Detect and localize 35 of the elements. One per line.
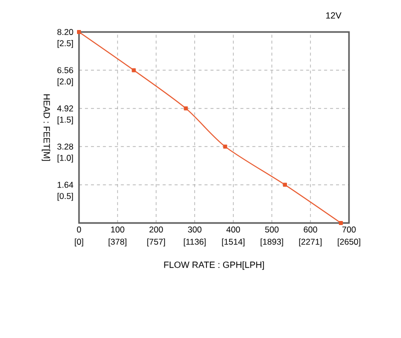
x-axis-title: FLOW RATE : GPH[LPH] xyxy=(164,261,264,270)
x-tick-label: 700 xyxy=(342,226,356,233)
y-tick-label: 3.28 xyxy=(57,144,74,150)
y2-tick-label: [2.0] xyxy=(58,78,73,86)
x-tick-label: 400 xyxy=(226,226,240,233)
x-tick-label: 300 xyxy=(188,226,202,233)
y2-tick-label: [1.5] xyxy=(58,116,73,124)
x2-tick-label: [0] xyxy=(74,238,84,246)
y2-tick-label: [1.0] xyxy=(58,154,73,163)
x2-tick-label: [757] xyxy=(147,238,165,246)
point xyxy=(282,182,287,187)
x2-tick-label: [1893] xyxy=(260,238,284,246)
x-tick-label: 500 xyxy=(265,226,279,233)
y-tick-label: 8.20 xyxy=(57,29,74,35)
y-tick-label: 4.92 xyxy=(57,105,74,112)
x2-tick-label: [378] xyxy=(108,238,126,246)
point xyxy=(132,68,136,72)
point xyxy=(77,30,81,34)
y2-tick-label: [2.5] xyxy=(58,40,73,48)
y2-tick-label: [0.5] xyxy=(58,192,73,201)
chart-title: 12V xyxy=(326,12,342,19)
x-tick-label: 0 xyxy=(76,226,82,233)
x2-tick-label: [1514] xyxy=(222,238,244,246)
x2-tick-label: [2271] xyxy=(299,238,322,246)
point xyxy=(184,106,188,110)
x-tick-label: 600 xyxy=(304,226,318,233)
y-axis-title: HEAD : FEET[M] xyxy=(42,94,50,161)
x-tick-label: 200 xyxy=(150,226,163,233)
x2-tick-label: [1136] xyxy=(184,238,206,246)
y-tick-label: 6.56 xyxy=(57,67,74,74)
x-tick-label: 100 xyxy=(111,226,124,233)
y-tick-label: 1.64 xyxy=(58,182,74,188)
point xyxy=(223,144,228,149)
point xyxy=(338,221,343,225)
x2-tick-label: [2650] xyxy=(338,238,360,246)
